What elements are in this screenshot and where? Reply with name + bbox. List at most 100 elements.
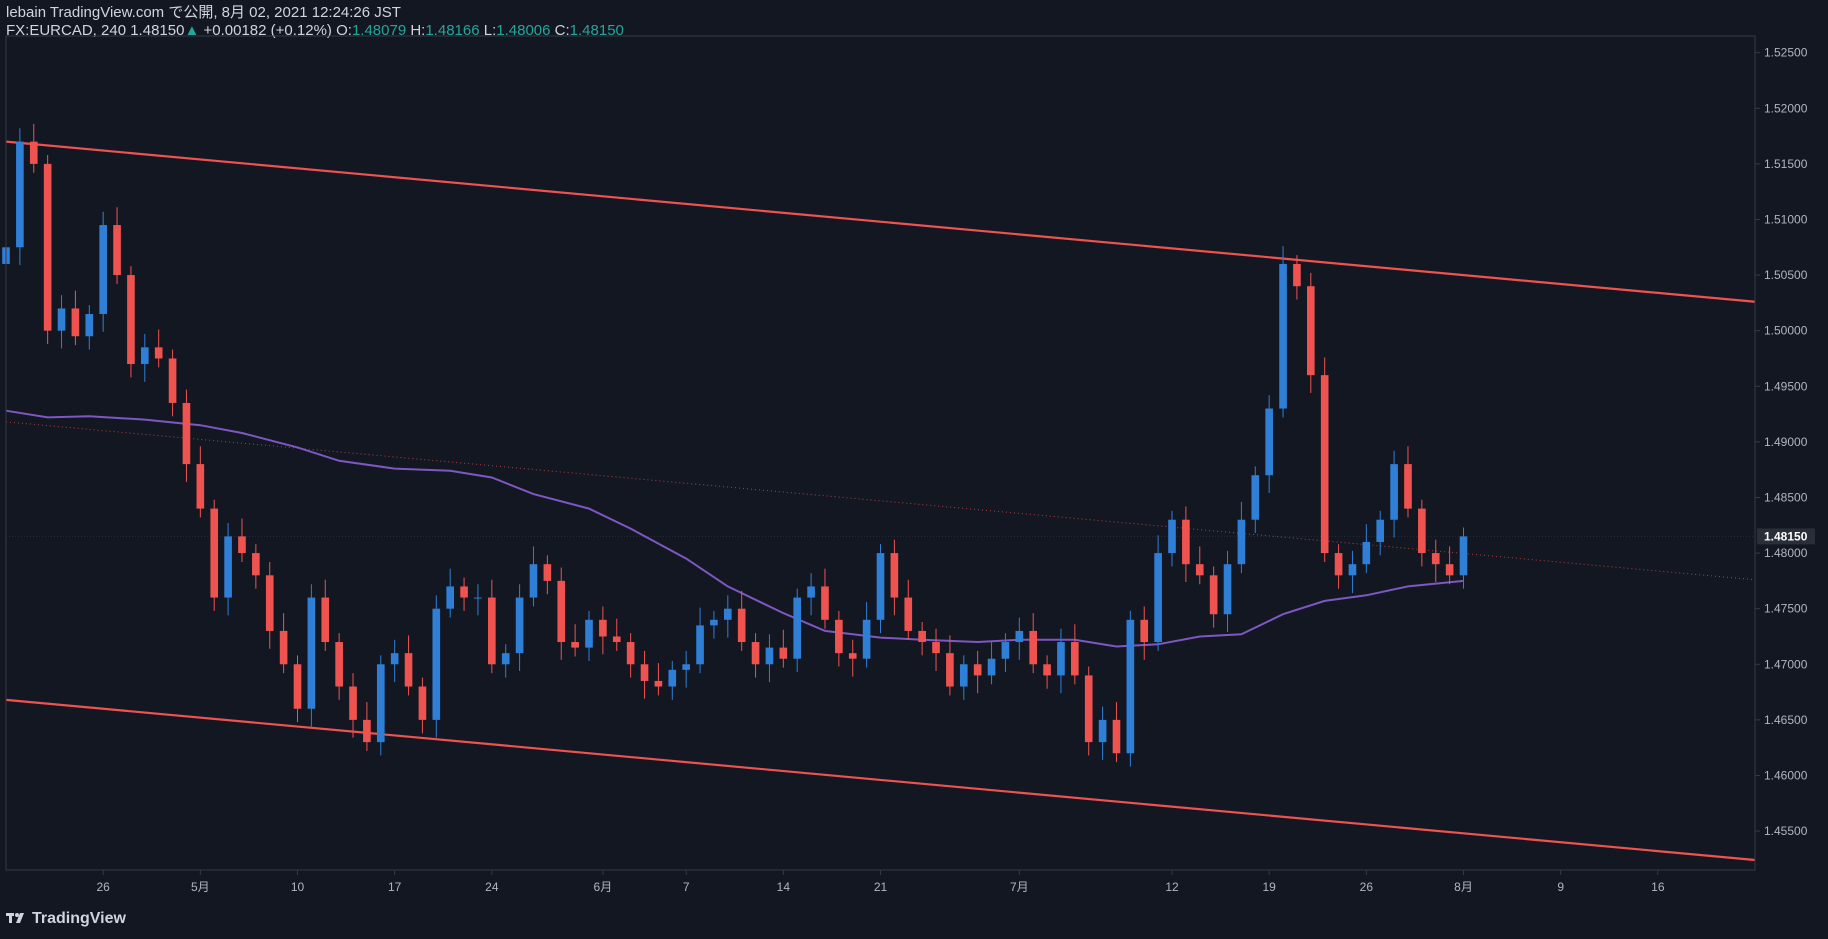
candle-body [16, 141, 24, 248]
candle-body [390, 653, 399, 665]
brand-name: TradingView [32, 910, 126, 927]
y-tick-label: 1.45500 [1764, 824, 1808, 838]
y-tick-label: 1.47500 [1764, 602, 1808, 616]
y-tick-label: 1.46500 [1764, 713, 1808, 727]
candle-body [973, 664, 982, 676]
x-tick-label: 21 [874, 880, 888, 894]
candle-body [904, 597, 913, 631]
high-label: H: [410, 22, 426, 39]
y-tick-label: 1.48000 [1764, 546, 1808, 560]
candle-body [654, 680, 663, 687]
candle-body [696, 625, 704, 665]
candle-body [1237, 519, 1246, 565]
candle-body [918, 630, 926, 643]
candle-body [1251, 475, 1260, 520]
candle-body [127, 275, 135, 365]
candle-body [446, 586, 455, 609]
candle-body [959, 664, 968, 687]
candle-body [1029, 630, 1038, 665]
moving-average-line [5, 409, 1464, 648]
candle-body [1431, 553, 1440, 565]
channel-lower-line [5, 698, 1756, 862]
x-tick-label: 8月 [1454, 880, 1473, 894]
candle-body [363, 719, 371, 743]
candle-body [43, 163, 52, 331]
x-tick-label: 26 [1360, 880, 1374, 894]
candle-body [793, 597, 802, 659]
candle-body [85, 314, 94, 337]
candle-body [1195, 564, 1204, 576]
x-tick-label: 6月 [594, 880, 613, 894]
candle-body [1223, 564, 1232, 615]
candle-body [599, 619, 607, 637]
candle-body [640, 664, 649, 681]
publish-info: lebain TradingView.com で公開, 8月 02, 2021 … [6, 4, 401, 21]
candle-body [432, 608, 441, 720]
y-tick-label: 1.51500 [1764, 157, 1808, 171]
candle-body [168, 358, 177, 403]
change-arrow-icon: ▲ [184, 22, 200, 39]
candle-body [1126, 619, 1135, 754]
x-tick-label: 5月 [191, 880, 210, 894]
x-tick-label: 16 [1651, 880, 1665, 894]
candle-body [57, 308, 66, 331]
candle-body [182, 402, 191, 465]
candle-body [1404, 464, 1412, 509]
candle-body [612, 636, 621, 643]
x-tick-label: 17 [388, 880, 402, 894]
candle-body [626, 642, 635, 665]
candle-body [821, 586, 829, 620]
close-value: 1.48150 [569, 22, 624, 39]
candle-body [1043, 664, 1051, 676]
candle-body [946, 653, 954, 687]
candle-body [779, 647, 788, 659]
candle-body [543, 564, 552, 581]
y-tick-label: 1.46000 [1764, 768, 1808, 782]
x-tick-label: 7 [683, 880, 690, 894]
candle-body [1168, 519, 1176, 554]
last-price-badge [1757, 528, 1815, 545]
candle-body [154, 347, 163, 359]
y-tick-label: 1.49000 [1764, 435, 1808, 449]
tradingview-logo-icon [6, 911, 28, 928]
candle-body [1001, 642, 1010, 659]
candle-body [1015, 630, 1024, 643]
candle-body [835, 619, 843, 654]
candle-body [113, 225, 121, 276]
candle-body [321, 597, 330, 643]
candle-body [265, 575, 274, 631]
candle-body [279, 630, 288, 665]
y-tick-label: 1.48500 [1764, 490, 1808, 504]
candle-body [932, 642, 940, 654]
candle-body [1182, 519, 1190, 565]
y-tick-label: 1.50500 [1764, 268, 1808, 282]
x-tick-label: 19 [1262, 880, 1276, 894]
candle-body [1362, 541, 1371, 565]
candle-body [293, 664, 302, 709]
candle-body [460, 586, 468, 598]
candle-body [1306, 286, 1315, 376]
candle-body [1348, 564, 1357, 576]
low-label: L: [483, 22, 497, 39]
candle-body [210, 508, 219, 598]
candle-body [987, 658, 996, 676]
candle-body [224, 536, 232, 598]
candle-body [1140, 619, 1149, 643]
candle-body [1459, 536, 1468, 576]
candle-body [1098, 719, 1107, 743]
last-price: 1.48150 [130, 22, 185, 39]
high-value: 1.48166 [425, 22, 480, 39]
y-tick-label: 1.49500 [1764, 379, 1808, 393]
candle-body [29, 141, 38, 164]
open-value: 1.48079 [351, 22, 407, 39]
ohlc-legend: FX:EURCAD, 240 1.48150▲ +0.00182 (+0.12%… [6, 22, 624, 40]
candle-body [376, 664, 385, 743]
candle-body [571, 642, 579, 648]
candle-body [307, 597, 316, 709]
symbol-label[interactable]: FX:EURCAD, 240 [6, 22, 127, 39]
candle-body [238, 536, 246, 554]
candle-body [1112, 719, 1121, 754]
low-value: 1.48006 [496, 22, 551, 39]
candle-body [335, 642, 343, 687]
